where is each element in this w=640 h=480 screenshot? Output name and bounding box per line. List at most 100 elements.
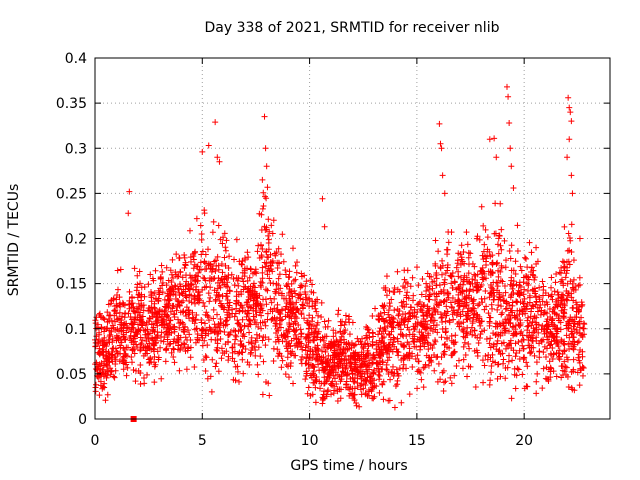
data-point <box>465 261 472 268</box>
chart-title: Day 338 of 2021, SRMTID for receiver nli… <box>205 20 500 36</box>
data-point <box>201 266 208 273</box>
data-point <box>239 275 246 282</box>
data-point <box>502 364 509 371</box>
data-point <box>159 279 166 286</box>
data-point <box>191 292 198 299</box>
data-point <box>488 363 495 370</box>
data-point <box>101 384 108 391</box>
data-point <box>323 391 330 398</box>
data-point <box>441 190 448 197</box>
data-point <box>495 302 502 309</box>
data-point <box>426 283 433 290</box>
data-point <box>116 315 123 322</box>
data-point <box>162 358 169 365</box>
data-point <box>128 294 135 301</box>
data-point <box>282 271 289 278</box>
data-point <box>286 273 293 280</box>
data-point <box>529 302 536 309</box>
data-point <box>380 305 387 312</box>
data-point <box>221 273 228 280</box>
data-point <box>283 303 290 310</box>
data-point <box>325 387 332 394</box>
data-point <box>457 261 464 268</box>
data-point <box>100 315 107 322</box>
y-tick-label: 0.1 <box>65 322 87 338</box>
data-point <box>545 376 552 383</box>
data-point <box>165 277 172 284</box>
data-point <box>136 268 143 275</box>
data-point <box>409 363 416 370</box>
data-point <box>423 280 430 287</box>
data-point <box>451 372 458 379</box>
data-point <box>501 237 508 244</box>
data-point <box>238 341 245 348</box>
data-point <box>271 305 278 312</box>
data-point <box>512 270 519 277</box>
data-point <box>289 293 296 300</box>
data-point <box>325 317 332 324</box>
data-point <box>161 311 168 318</box>
data-point <box>470 286 477 293</box>
data-point <box>187 344 194 351</box>
data-point <box>546 358 553 365</box>
data-point <box>394 268 401 275</box>
data-point <box>215 266 222 273</box>
data-point <box>96 331 103 338</box>
data-point <box>429 344 436 351</box>
data-point <box>167 325 174 332</box>
data-point <box>125 344 132 351</box>
data-point <box>305 384 312 391</box>
data-point <box>112 345 119 352</box>
data-point <box>198 236 205 243</box>
data-point <box>329 366 336 373</box>
data-point <box>152 267 159 274</box>
data-point <box>343 371 350 378</box>
data-point <box>198 316 205 323</box>
data-point <box>422 323 429 330</box>
data-point <box>505 93 512 100</box>
data-point <box>459 365 466 372</box>
data-point <box>424 312 431 319</box>
data-point <box>143 334 150 341</box>
data-point <box>465 312 472 319</box>
data-point <box>312 356 319 363</box>
data-point <box>368 372 375 379</box>
data-point <box>311 379 318 386</box>
data-point <box>410 292 417 299</box>
data-point <box>202 367 209 374</box>
data-point <box>455 250 462 257</box>
data-point <box>105 301 112 308</box>
data-point <box>470 314 477 321</box>
data-point <box>158 262 165 269</box>
data-point <box>498 303 505 310</box>
data-point <box>391 336 398 343</box>
data-point <box>182 292 189 299</box>
data-point <box>420 315 427 322</box>
data-point <box>414 322 421 329</box>
data-point <box>362 355 369 362</box>
data-point <box>447 273 454 280</box>
data-point <box>322 366 329 373</box>
data-point <box>533 378 540 385</box>
data-point <box>218 261 225 268</box>
data-point <box>431 367 438 374</box>
data-point <box>519 371 526 378</box>
data-point <box>248 289 255 296</box>
data-point <box>569 190 576 197</box>
data-point <box>490 341 497 348</box>
data-point <box>524 287 531 294</box>
data-point <box>241 255 248 262</box>
data-point <box>434 353 441 360</box>
data-point <box>117 266 124 273</box>
data-point <box>260 296 267 303</box>
data-point <box>479 267 486 274</box>
data-point <box>379 381 386 388</box>
data-point <box>186 227 193 234</box>
data-point <box>494 283 501 290</box>
data-point <box>528 264 535 271</box>
data-point <box>449 285 456 292</box>
data-point <box>135 291 142 298</box>
data-point <box>307 277 314 284</box>
data-point <box>414 352 421 359</box>
data-point <box>486 136 493 143</box>
